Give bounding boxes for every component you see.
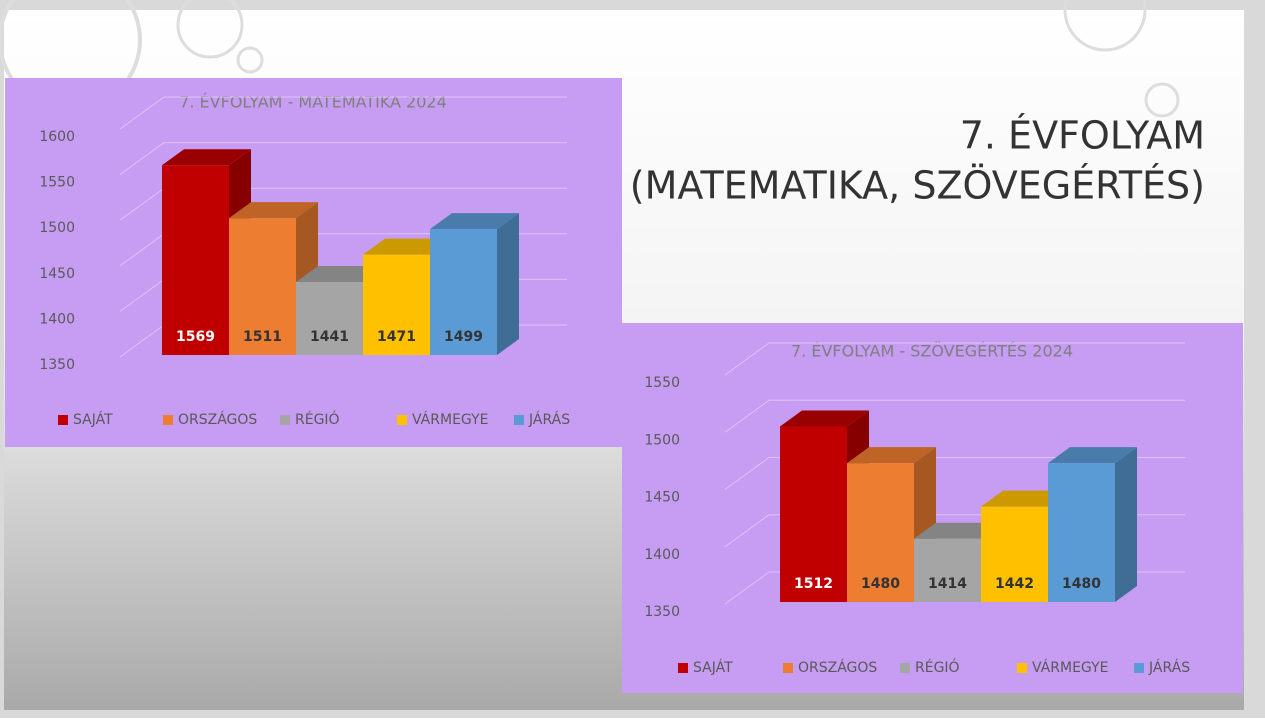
y-tick-label: 1400 [644,547,680,563]
y-tick-label: 1350 [644,604,680,620]
y-tick-label: 1500 [39,220,75,236]
grid-line [724,457,1185,490]
legend-swatch [1134,663,1144,673]
legend-label: JÁRÁS [1148,659,1190,676]
legend-swatch [163,415,173,425]
y-tick-label: 1350 [39,357,75,373]
bar-top [430,213,519,230]
bar [229,218,296,355]
legend-swatch [900,663,910,673]
bar [914,538,981,602]
legend-label: JÁRÁS [528,411,570,428]
legend-label: SAJÁT [73,411,113,428]
grid-line [119,142,567,176]
bar [847,463,914,602]
y-tick-label: 1450 [39,266,75,282]
bar [1048,463,1115,602]
y-tick-label: 1550 [644,375,680,391]
slide-title: 7. ÉVFOLYAM [960,114,1205,158]
bar [430,229,497,355]
bar-top [229,202,318,219]
legend-swatch [58,415,68,425]
legend-swatch [1017,663,1027,673]
legend-label: VÁRMEGYE [412,411,488,428]
slide-title: (MATEMATIKA, SZÖVEGÉRTÉS) [630,164,1205,208]
y-tick-label: 1550 [39,175,75,191]
chart-title: 7. ÉVFOLYAM - SZÖVEGÉRTÉS 2024 [791,342,1073,361]
data-label: 1569 [176,329,215,345]
bar [981,506,1048,602]
legend-label: ORSZÁGOS [798,659,877,676]
bar [780,426,847,602]
y-tick-label: 1400 [39,311,75,327]
legend-swatch [397,415,407,425]
bubble [1063,0,1147,52]
bar [363,254,430,355]
data-label: 1442 [995,576,1034,592]
grid-line [119,96,567,130]
bar-top [914,522,1003,539]
data-label: 1512 [794,576,833,592]
data-label: 1414 [928,576,967,592]
grid-line [724,342,1185,376]
y-tick-label: 1450 [644,490,680,506]
legend-swatch [514,415,524,425]
data-label: 1441 [310,329,349,345]
data-label: 1480 [1062,576,1101,592]
legend-swatch [678,663,688,673]
bubble [176,0,244,59]
legend-label: VÁRMEGYE [1032,659,1108,676]
bar-top [296,266,385,283]
bar-top [847,447,936,464]
legend-label: ORSZÁGOS [178,411,257,428]
legend-label: RÉGIÓ [915,658,960,676]
bar-top [780,410,869,427]
bar-top [1048,447,1137,464]
data-label: 1480 [861,576,900,592]
bar-top [981,490,1070,507]
legend-label: RÉGIÓ [295,410,340,428]
data-label: 1511 [243,329,282,345]
bar-top [162,149,251,166]
y-tick-label: 1500 [644,432,680,448]
bar-side [497,213,519,355]
bubble [1144,82,1180,118]
bubble [236,46,264,74]
bar [162,165,229,355]
bar-side [1115,447,1137,602]
legend-swatch [280,415,290,425]
y-tick-label: 1600 [39,129,75,145]
bar-top [363,238,452,255]
data-label: 1471 [377,329,416,345]
legend-swatch [783,663,793,673]
legend-label: SAJÁT [693,659,733,676]
chart-title: 7. ÉVFOLYAM - MATEMATIKA 2024 [179,93,447,112]
grid-line [724,399,1185,433]
bar [296,282,363,355]
data-label: 1499 [444,329,483,345]
